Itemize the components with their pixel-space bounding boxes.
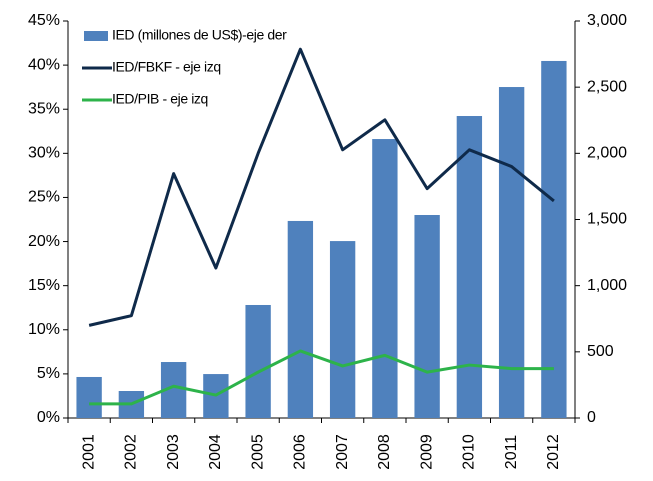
y2-tick-label: 3,000 (587, 12, 627, 29)
y-tick-label: 25% (28, 189, 60, 206)
bar (372, 139, 398, 419)
x-tick-label: 2011 (503, 435, 520, 470)
y-tick-label: 35% (28, 100, 60, 117)
bar (456, 116, 483, 419)
x-tick-label: 2008 (376, 434, 393, 470)
x-tick-label: 2002 (123, 434, 140, 470)
x-tick-label: 2012 (545, 434, 562, 470)
legend-swatch (84, 31, 108, 41)
y2-tick-label: 2,000 (587, 145, 627, 162)
bar (414, 215, 440, 418)
y2-tick-label: 500 (587, 343, 614, 360)
y-tick-label: 20% (28, 233, 60, 250)
x-tick-label: 2009 (418, 434, 435, 470)
x-tick-label: 2005 (249, 434, 266, 470)
bar (76, 376, 102, 418)
x-tick-label: 2003 (165, 434, 182, 470)
y2-tick-label: 0 (587, 409, 596, 426)
y2-tick-label: 1,000 (587, 277, 627, 294)
bar (541, 60, 567, 419)
bar (287, 220, 314, 418)
line (88, 47, 555, 327)
legend-label: IED/PIB - eje izq (112, 91, 208, 107)
x-tick-label: 2007 (334, 434, 351, 470)
bar (498, 87, 525, 418)
bar (245, 304, 271, 418)
legend-label: IED (millones de US$)-eje der (112, 27, 287, 43)
bar (329, 241, 356, 418)
x-tick-label: 2004 (207, 434, 224, 470)
x-tick-label: 2010 (461, 434, 478, 470)
line (89, 349, 554, 406)
x-tick-label: 2001 (80, 434, 97, 470)
y-tick-label: 45% (28, 12, 60, 29)
y-tick-label: 0% (37, 409, 60, 426)
y-tick-label: 15% (28, 277, 60, 294)
x-tick-label: 2006 (292, 434, 309, 470)
legend-label: IED/FBKF - eje izq (112, 59, 221, 75)
y-tick-label: 10% (28, 321, 60, 338)
y2-tick-label: 2,500 (587, 78, 627, 95)
y-tick-label: 40% (28, 56, 60, 73)
y-tick-label: 30% (28, 145, 60, 162)
y-tick-label: 5% (37, 365, 60, 382)
y2-tick-label: 1,500 (587, 211, 627, 228)
